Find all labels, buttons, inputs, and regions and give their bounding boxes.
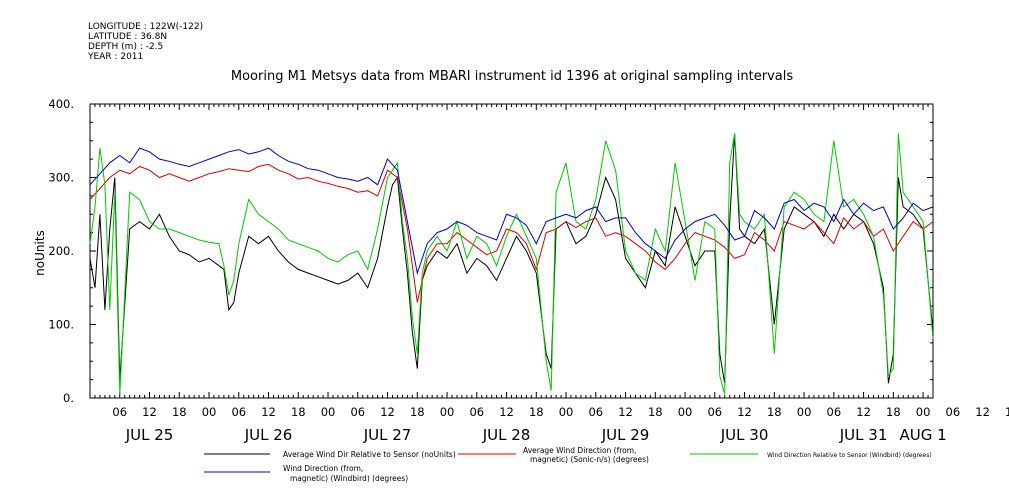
x-hour-label: 00 — [321, 405, 336, 419]
y-tick-label: 0. — [63, 391, 74, 405]
x-day-label: JUL 25 — [125, 426, 174, 444]
depth-label: DEPTH (m) : -2.5 — [88, 42, 163, 52]
x-hour-label: 12 — [975, 405, 990, 419]
x-hour-label: 06 — [707, 405, 722, 419]
x-hour-label: 06 — [231, 405, 246, 419]
x-hour-label: 18 — [291, 405, 306, 419]
x-day-label: JUL 31 — [839, 426, 888, 444]
x-hour-label: 12 — [380, 405, 395, 419]
longitude-label: LONGITUDE : 122W(-122) — [88, 22, 203, 32]
chart-title: Mooring M1 Metsys data from MBARI instru… — [231, 69, 793, 84]
x-hour-label: 18 — [529, 405, 544, 419]
x-hour-label: 18 — [648, 405, 663, 419]
x-hour-label: 00 — [797, 405, 812, 419]
x-hour-label: 18 — [767, 405, 782, 419]
series-layer — [89, 133, 934, 395]
year-label: YEAR : 2011 — [87, 52, 143, 62]
x-hour-label: 12 — [261, 405, 276, 419]
x-hour-label: 00 — [559, 405, 574, 419]
y-tick-label: 400. — [48, 97, 74, 111]
x-hour-label: 18 — [1005, 405, 1009, 419]
x-hour-label: 18 — [410, 405, 425, 419]
x-hour-label: 00 — [678, 405, 693, 419]
y-axis-label: noUnits — [33, 230, 47, 276]
x-day-label: JUL 26 — [244, 426, 293, 444]
x-day-label: AUG 1 — [899, 426, 946, 444]
series-line-1 — [89, 163, 934, 303]
x-hour-label: 06 — [827, 405, 842, 419]
x-hour-label: 12 — [142, 405, 157, 419]
x-day-label: JUL 27 — [363, 426, 412, 444]
x-day-label: JUL 29 — [601, 426, 650, 444]
x-hour-label: 00 — [202, 405, 217, 419]
legend-label-windbird-relative: Wind Direction Relative to Sensor (Windb… — [767, 452, 932, 459]
x-hour-label: 12 — [737, 405, 752, 419]
plot-frame — [89, 103, 934, 399]
series-line-0 — [89, 133, 934, 384]
x-hour-label: 06 — [469, 405, 484, 419]
x-day-label: JUL 28 — [482, 426, 531, 444]
y-tick-label: 100. — [48, 318, 74, 332]
x-hour-label: 06 — [112, 405, 127, 419]
x-day-label: JUL 30 — [720, 426, 769, 444]
axis-ticks — [89, 103, 934, 399]
legend-label-sonic-direction-1: Average Wind Direction (from, — [523, 446, 636, 455]
x-hour-label: 00 — [916, 405, 931, 419]
x-hour-label: 06 — [588, 405, 603, 419]
x-hour-label: 06 — [946, 405, 961, 419]
y-tick-label: 300. — [48, 171, 74, 185]
legend: Average Wind Dir Relative to Sensor (noU… — [204, 446, 932, 483]
x-hour-label: 06 — [350, 405, 365, 419]
legend-label-windbird-direction-1: Wind Direction (from, — [283, 464, 363, 473]
x-hour-label: 12 — [499, 405, 514, 419]
legend-label-sonic-direction-2: magnetic) (Sonic-n/s) (degrees) — [530, 455, 649, 464]
x-hour-label: 18 — [886, 405, 901, 419]
series-line-3 — [89, 147, 934, 276]
legend-label-wind-dir-relative-sensor: Average Wind Dir Relative to Sensor (noU… — [283, 450, 456, 459]
legend-label-windbird-direction-2: magnetic) (Windbird) (degrees) — [290, 474, 408, 483]
y-tick-label: 200. — [48, 244, 74, 258]
x-hour-label: 12 — [618, 405, 633, 419]
latitude-label: LATITUDE : 36.8N — [88, 32, 167, 42]
x-axis-labels: 06 12 18 00 06 12 18 00 06 12 18 00 06 12 18 00 06 12 18 00… — [112, 405, 1009, 444]
x-hour-label: 18 — [172, 405, 187, 419]
x-hour-label: 00 — [440, 405, 455, 419]
x-hour-label: 12 — [856, 405, 871, 419]
y-axis-labels: 0. 100. 200. 300. 400. — [48, 97, 74, 405]
